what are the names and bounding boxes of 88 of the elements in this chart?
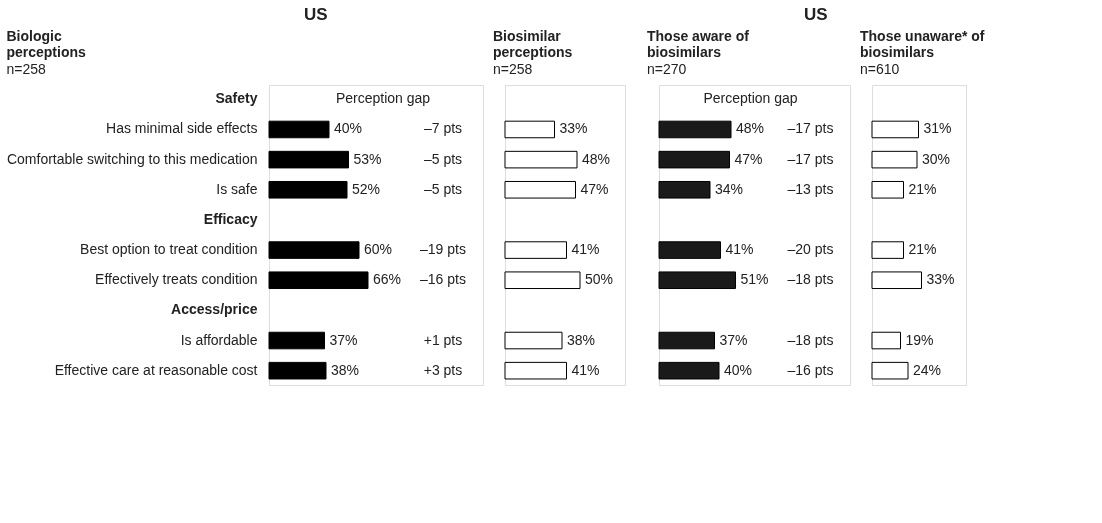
text: –18 pts (787, 331, 834, 348)
bar (504, 271, 581, 290)
bar (658, 241, 721, 259)
bar (504, 331, 563, 350)
data-label: 66% (373, 271, 402, 288)
bar (268, 331, 325, 350)
bar (504, 361, 567, 380)
data-label: 24% (913, 361, 942, 378)
bar (268, 271, 369, 290)
text: –7 pts (423, 120, 463, 137)
bar (658, 150, 730, 169)
text: US (803, 4, 828, 24)
data-label: 51% (740, 271, 769, 288)
text: –13 pts (787, 180, 834, 197)
data-label: 30% (922, 150, 951, 167)
data-label: 50% (585, 271, 614, 288)
data-label: 38% (567, 331, 596, 348)
text: –16 pts (420, 271, 466, 288)
y-tick-label: Effective care at reasonable cost (54, 361, 258, 378)
bar (658, 120, 732, 139)
data-label: 48% (582, 150, 611, 167)
bar (658, 180, 711, 199)
bar (871, 120, 919, 139)
chart-subtitle: n=270 (647, 61, 687, 77)
bar (268, 180, 348, 199)
bar (871, 361, 909, 380)
bar (504, 120, 555, 139)
y-tick-label: Has minimal side effects (106, 120, 258, 137)
data-label: 38% (331, 361, 360, 378)
data-label: 31% (923, 120, 952, 137)
data-label: 53% (353, 150, 382, 167)
bar (658, 331, 715, 350)
annotation: Perception gap (335, 90, 431, 107)
text: +1 pts (423, 331, 463, 348)
data-label: 21% (908, 241, 937, 258)
bar (871, 241, 904, 259)
bar (658, 271, 736, 290)
data-label: 19% (905, 331, 934, 348)
data-label: 34% (715, 180, 744, 197)
y-tick-label: Comfortable switching to this medication (6, 150, 258, 167)
bar (871, 180, 904, 199)
text: US (303, 4, 328, 24)
data-label: 37% (329, 331, 358, 348)
text: –18 pts (787, 271, 834, 288)
annotation: Perception gap (703, 90, 798, 107)
bar (268, 120, 330, 139)
data-label: 52% (352, 180, 381, 197)
y-tick-label: Effectively treats condition (95, 271, 258, 288)
data-label: 47% (734, 150, 763, 167)
y-tick-label: Safety (215, 90, 258, 107)
data-label: 21% (908, 180, 937, 197)
text: –20 pts (787, 241, 834, 258)
bar (504, 180, 576, 199)
bar (504, 241, 567, 259)
y-tick-label: Access/price (171, 301, 258, 318)
bar (871, 271, 922, 290)
bar (268, 150, 349, 169)
data-label: 48% (736, 120, 765, 137)
data-label: 33% (926, 271, 955, 288)
text: –17 pts (787, 120, 834, 137)
data-label: 41% (571, 241, 600, 258)
y-tick-label: Efficacy (203, 210, 258, 227)
y-tick-label: Is safe (216, 180, 258, 197)
data-label: 40% (724, 361, 753, 378)
bar (268, 241, 360, 259)
bar (871, 150, 918, 169)
text: –17 pts (787, 150, 834, 167)
data-label: 60% (364, 241, 393, 258)
text: +3 pts (423, 361, 463, 378)
text: –5 pts (423, 180, 463, 197)
data-label: 33% (559, 120, 588, 137)
bar (871, 331, 901, 350)
data-label: 41% (571, 361, 600, 378)
y-tick-label: Is affordable (180, 331, 258, 348)
bar (658, 361, 720, 380)
bar (504, 150, 578, 169)
text: n=258 (6, 61, 46, 77)
text: –19 pts (420, 241, 466, 258)
data-label: 40% (334, 120, 363, 137)
y-tick-label: Best option to treat condition (80, 241, 258, 258)
bar (268, 361, 327, 380)
chart-subtitle: n=258 (493, 61, 533, 77)
chart-subtitle: n=610 (860, 61, 900, 77)
text: –16 pts (787, 361, 834, 378)
data-label: 37% (719, 331, 748, 348)
text: –5 pts (423, 150, 463, 167)
data-label: 47% (580, 180, 609, 197)
data-label: 41% (725, 241, 754, 258)
